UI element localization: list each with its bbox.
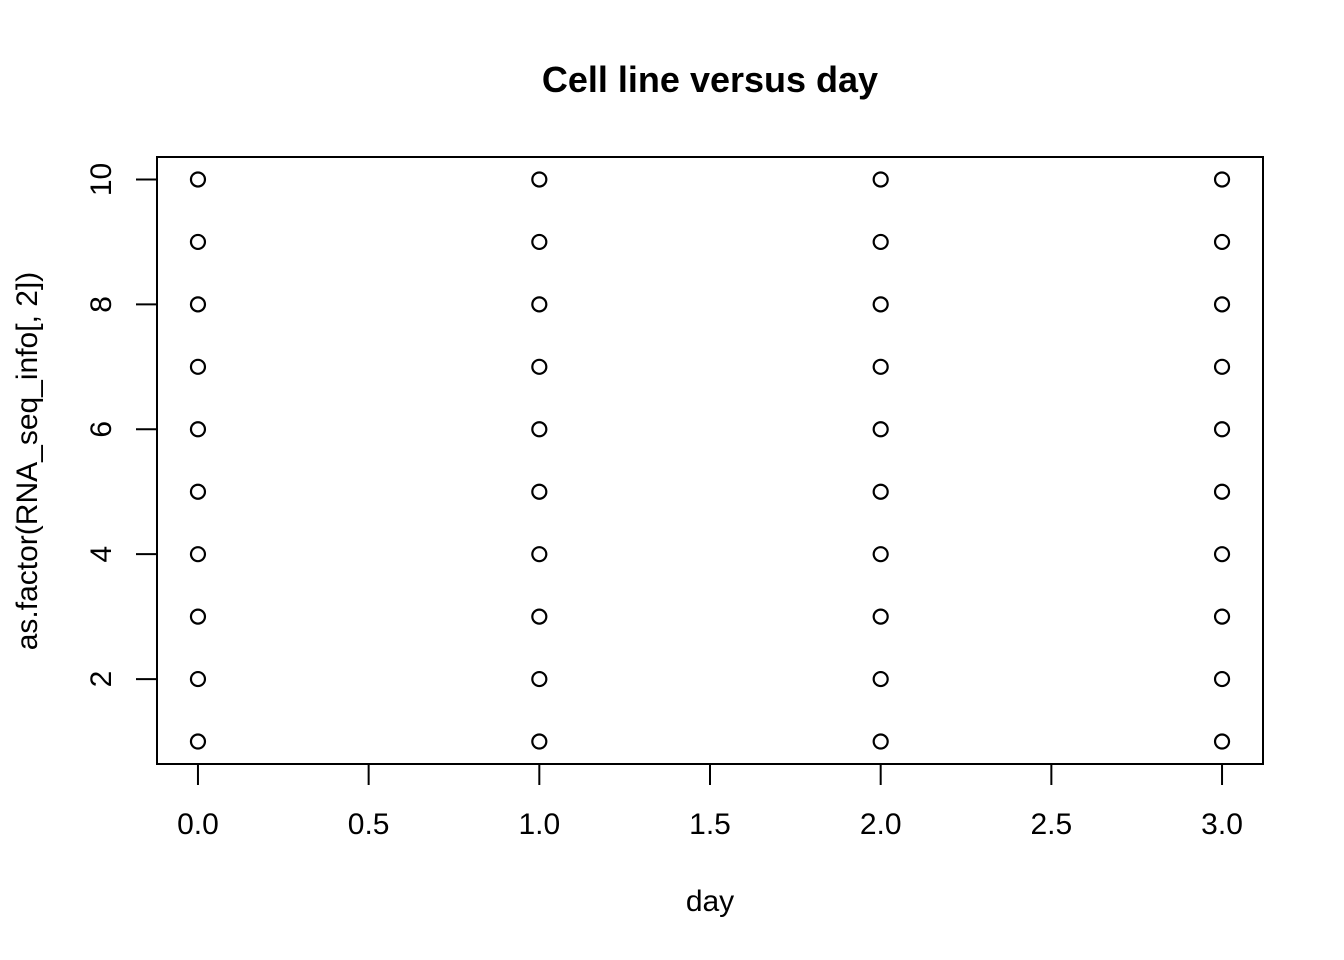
- data-point: [189, 233, 207, 251]
- data-point: [1213, 171, 1231, 188]
- data-point: [1213, 296, 1231, 313]
- data-point: [531, 296, 548, 313]
- data-point: [1213, 358, 1231, 375]
- data-point: [531, 608, 548, 625]
- y-axis-label: as.factor(RNA_seq_info[, 2]): [11, 272, 44, 651]
- data-point: [531, 233, 548, 251]
- data-point: [1213, 546, 1231, 563]
- data-point: [531, 483, 548, 500]
- y-tick-label: 10: [85, 163, 118, 196]
- x-tick-label: 0.0: [177, 808, 219, 841]
- data-point: [872, 483, 889, 500]
- data-point: [1213, 483, 1231, 500]
- data-point: [872, 421, 889, 438]
- plot-frame: [156, 156, 1264, 765]
- data-point: [531, 670, 548, 688]
- data-point: [189, 670, 207, 688]
- data-point: [189, 421, 207, 438]
- x-tick-label: 3.0: [1201, 808, 1243, 841]
- data-point: [872, 670, 889, 688]
- data-point: [872, 608, 889, 625]
- chart-title: Cell line versus day: [542, 59, 878, 100]
- data-point: [872, 296, 889, 313]
- data-point: [531, 358, 548, 375]
- data-point: [1213, 733, 1231, 750]
- x-tick-label: 1.5: [689, 808, 731, 841]
- x-axis: 0.0 0.5 1.0 1.5 2.0 2.5 3.0: [177, 763, 1243, 841]
- data-point: [872, 233, 889, 251]
- data-point: [189, 733, 207, 750]
- y-tick-label: 4: [85, 546, 118, 563]
- data-point: [531, 733, 548, 750]
- y-axis: 2 4 6 8 10: [85, 163, 158, 688]
- data-point: [189, 358, 207, 375]
- data-point: [189, 546, 207, 563]
- data-point: [872, 546, 889, 563]
- data-point: [1213, 421, 1231, 438]
- data-point: [1213, 608, 1231, 625]
- data-point: [531, 546, 548, 563]
- data-point: [531, 421, 548, 438]
- x-axis-label: day: [686, 885, 734, 918]
- x-tick-label: 0.5: [348, 808, 390, 841]
- data-point: [872, 171, 889, 188]
- data-point: [872, 733, 889, 750]
- data-point: [531, 171, 548, 188]
- x-tick-label: 1.0: [518, 808, 560, 841]
- data-point: [189, 171, 207, 188]
- data-point: [189, 296, 207, 313]
- data-point: [872, 358, 889, 375]
- data-point: [189, 608, 207, 625]
- y-tick-label: 6: [85, 421, 118, 438]
- data-point: [189, 483, 207, 500]
- x-tick-label: 2.5: [1030, 808, 1072, 841]
- y-tick-label: 8: [85, 296, 118, 313]
- data-point: [1213, 233, 1231, 251]
- data-points: [189, 171, 1231, 750]
- data-point: [1213, 670, 1231, 688]
- x-tick-label: 2.0: [860, 808, 902, 841]
- y-tick-label: 2: [85, 671, 118, 688]
